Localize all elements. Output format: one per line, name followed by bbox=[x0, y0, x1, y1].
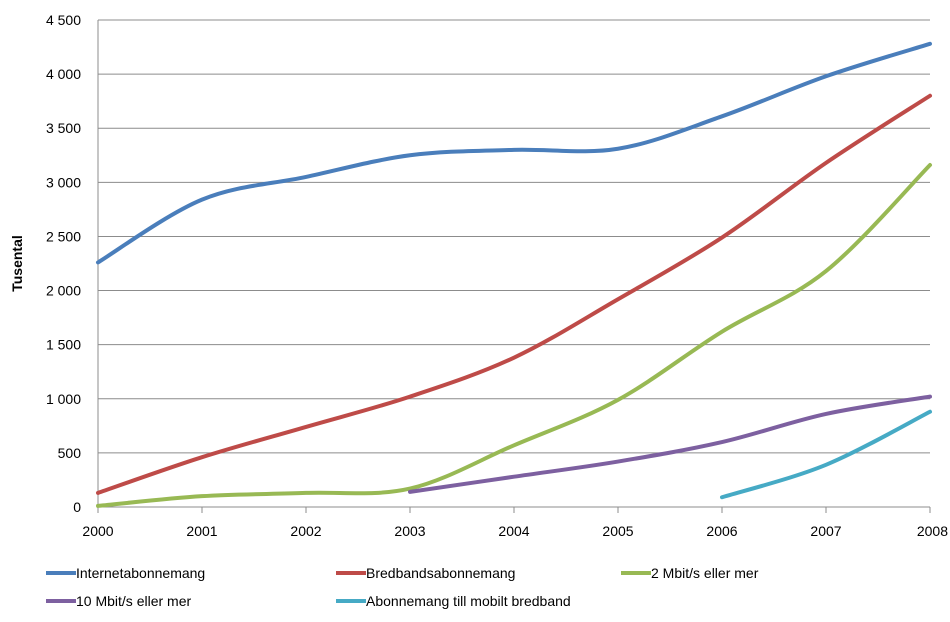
legend-label: 10 Mbit/s eller mer bbox=[76, 593, 191, 609]
x-tick-label: 2005 bbox=[602, 523, 633, 539]
legend-item-2: Bredbandsabonnemang bbox=[336, 565, 515, 581]
legend-item-4: 10 Mbit/s eller mer bbox=[46, 593, 191, 609]
y-tick-label: 1 500 bbox=[46, 337, 81, 353]
legend-item-5: Abonnemang till mobilt bredband bbox=[336, 593, 571, 609]
y-tick-label: 2 000 bbox=[46, 283, 81, 299]
series-line-5 bbox=[720, 409, 932, 500]
y-tick-label: 3 000 bbox=[46, 174, 81, 190]
legend-item-1: Internetabonnemang bbox=[46, 565, 205, 581]
x-tick-label: 2003 bbox=[394, 523, 425, 539]
x-tick-label: 2001 bbox=[186, 523, 217, 539]
y-tick-label: 4 000 bbox=[46, 66, 81, 82]
x-tick-label: 2006 bbox=[706, 523, 737, 539]
series-line-3 bbox=[96, 163, 932, 508]
legend-item-3: 2 Mbit/s eller mer bbox=[621, 565, 759, 581]
y-tick-label: 3 500 bbox=[46, 120, 81, 136]
x-tick-label: 2008 bbox=[917, 523, 948, 539]
series-line-2 bbox=[96, 93, 932, 495]
legend-label: Internetabonnemang bbox=[76, 565, 205, 581]
y-tick-label: 4 500 bbox=[46, 12, 81, 28]
y-axis-tick-labels: 0 500 1 000 1 500 2 000 2 500 3 000 3 500 4 000 4… bbox=[46, 12, 81, 515]
x-tick-label: 2004 bbox=[498, 523, 529, 539]
series-lines bbox=[96, 41, 932, 508]
y-tick-label: 2 500 bbox=[46, 228, 81, 244]
y-tick-label: 1 000 bbox=[46, 391, 81, 407]
series-line-1 bbox=[96, 41, 932, 265]
x-tick-label: 2000 bbox=[82, 523, 113, 539]
series-line-4 bbox=[408, 394, 932, 494]
y-tick-label: 500 bbox=[58, 445, 82, 461]
legend-label: 2 Mbit/s eller mer bbox=[651, 565, 759, 581]
legend-label: Abonnemang till mobilt bredband bbox=[366, 593, 571, 609]
legend-label: Bredbandsabonnemang bbox=[366, 565, 515, 581]
x-axis-tick-labels: 2000 2001 2002 2003 2004 2005 2006 2007 2008 bbox=[82, 523, 948, 539]
x-tick-label: 2007 bbox=[810, 523, 841, 539]
x-tick-label: 2002 bbox=[290, 523, 321, 539]
y-axis-label: Tusental bbox=[9, 235, 25, 292]
y-tick-label: 0 bbox=[73, 499, 81, 515]
legend: Internetabonnemang Bredbandsabonnemang 2 M… bbox=[46, 565, 759, 609]
gridlines bbox=[97, 19, 931, 513]
